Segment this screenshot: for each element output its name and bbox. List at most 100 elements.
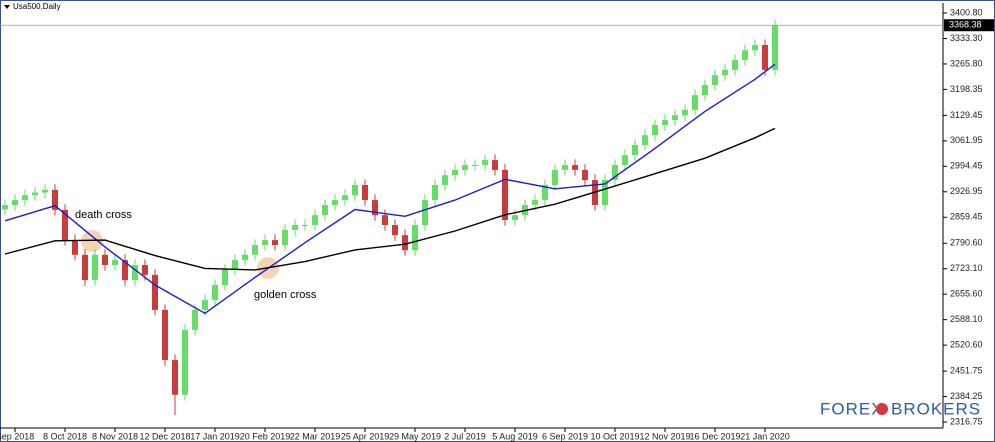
x-tick-label: 17 Jan 2019 <box>190 431 240 441</box>
candle-body <box>242 254 248 261</box>
candle-body <box>582 169 588 181</box>
candle-body <box>772 25 778 70</box>
candle-body <box>572 164 578 170</box>
candle-body <box>122 260 128 281</box>
x-tick-label: 25 Apr 2019 <box>341 431 390 441</box>
logo-icon <box>876 403 888 415</box>
candle-body <box>52 189 58 210</box>
candle-body <box>562 164 568 170</box>
y-tick-label: 2316.75 <box>950 416 983 426</box>
candle-body <box>342 195 348 201</box>
x-tick-label: 10 Oct 2019 <box>590 431 639 441</box>
y-tick-label: 2926.95 <box>950 186 983 196</box>
chart-title: Usa500,Daily <box>13 2 61 11</box>
candle-body <box>402 235 408 251</box>
annotation: death cross <box>75 209 132 221</box>
x-tick-label: Sep 2018 <box>0 431 34 441</box>
candle-body <box>142 264 148 275</box>
candle-body <box>2 204 8 210</box>
logo-text: BROKERS <box>891 399 981 418</box>
y-tick-label: 2520.60 <box>950 340 983 350</box>
candle-body <box>272 240 278 245</box>
logo-text: FOREX <box>820 399 884 418</box>
x-tick-label: 12 Nov 2019 <box>639 431 690 441</box>
candle-body <box>252 244 258 255</box>
x-tick-label: 20 Feb 2019 <box>240 431 291 441</box>
candle-body <box>742 50 748 61</box>
candle-body <box>532 200 538 205</box>
candle-body <box>722 69 728 76</box>
candle-body <box>152 274 158 310</box>
candle-body <box>452 169 458 176</box>
candle-body <box>302 224 308 226</box>
logo: FOREX BROKERS <box>820 399 981 418</box>
y-tick-label: 2451.75 <box>950 365 983 375</box>
plot-area <box>2 19 778 416</box>
y-tick-label: 2723.10 <box>950 263 983 273</box>
candle-body <box>752 44 758 51</box>
candle-body <box>412 224 418 251</box>
x-tick-label: 8 Nov 2018 <box>92 431 138 441</box>
candle-body <box>222 269 228 285</box>
moving-average-line <box>4 127 776 271</box>
current-price-label: 3368.38 <box>949 20 982 30</box>
x-tick-label: 5 Aug 2019 <box>492 431 538 441</box>
candle-body <box>262 240 268 245</box>
candle-body <box>62 209 68 241</box>
candle-body <box>672 115 678 121</box>
candle-body <box>172 360 178 395</box>
candle-body <box>182 329 188 395</box>
candle-body <box>552 169 558 185</box>
candle-body <box>232 260 238 270</box>
candle-body <box>322 204 328 216</box>
x-tick-label: 12 Dec 2018 <box>139 431 190 441</box>
x-tick-label: 2 Jul 2019 <box>444 431 486 441</box>
menu-icon <box>4 5 10 9</box>
x-tick-label: 6 Sep 2019 <box>542 431 588 441</box>
candle-body <box>192 309 198 330</box>
y-tick-label: 3265.80 <box>950 58 983 68</box>
y-tick-label: 2790.60 <box>950 238 983 248</box>
candle-body <box>202 300 208 310</box>
candle-body <box>602 180 608 205</box>
x-tick-label: 29 May 2019 <box>389 431 441 441</box>
candle-body <box>482 160 488 165</box>
candle-body <box>292 224 298 230</box>
y-tick-label: 3400.80 <box>950 7 983 17</box>
y-tick-label: 3198.35 <box>950 84 983 94</box>
candle-body <box>12 200 18 205</box>
candle-body <box>112 260 118 265</box>
candle-body <box>282 229 288 245</box>
candle-body <box>732 60 738 70</box>
y-tick-label: 3061.95 <box>950 135 983 145</box>
candle-body <box>472 164 478 166</box>
candle-body <box>72 240 78 255</box>
y-tick-label: 2994.45 <box>950 161 983 171</box>
candle-body <box>332 200 338 205</box>
candle-body <box>32 192 38 196</box>
x-tick-label: 22 Mar 2019 <box>290 431 341 441</box>
y-tick-label: 2384.25 <box>950 391 983 401</box>
candle-body <box>132 264 138 281</box>
candle-body <box>682 109 688 116</box>
candle-body <box>502 169 508 221</box>
candle-body <box>762 44 768 70</box>
candle-body <box>542 184 548 201</box>
candle-body <box>692 95 698 110</box>
candle-body <box>712 75 718 85</box>
candle-body <box>442 175 448 185</box>
candle-body <box>82 254 88 281</box>
candle-body <box>652 124 658 136</box>
y-tick-label: 3129.45 <box>950 110 983 120</box>
annotation: golden cross <box>254 289 317 301</box>
candle-body <box>162 309 168 361</box>
y-tick-label: 2655.60 <box>950 289 983 299</box>
candle-body <box>42 189 48 193</box>
candle-body <box>632 144 638 156</box>
y-tick-label: 2859.45 <box>950 212 983 222</box>
candle-body <box>362 184 368 201</box>
candle-body <box>382 215 388 225</box>
